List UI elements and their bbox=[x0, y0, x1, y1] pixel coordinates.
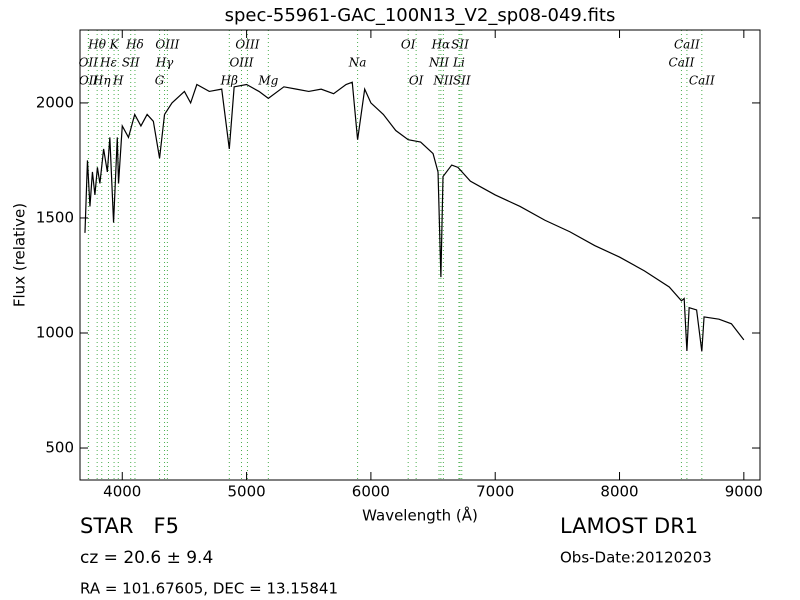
spectral-line-label: OIII bbox=[229, 56, 253, 70]
spectral-line-label: OII bbox=[79, 74, 99, 88]
spectral-line-label: Hδ bbox=[125, 38, 144, 52]
spectral-line-label: Na bbox=[348, 56, 367, 70]
spectral-line-label: CaII bbox=[669, 56, 695, 70]
spectral-line-label: OI bbox=[401, 38, 416, 52]
spectral-line-label: Hε bbox=[99, 56, 117, 70]
survey-label: LAMOST DR1 bbox=[560, 514, 698, 538]
spectral-line-label: Hβ bbox=[220, 74, 238, 88]
coords-label: RA = 101.67605, DEC = 13.15841 bbox=[80, 580, 338, 598]
spectral-line-label: SII bbox=[453, 74, 471, 88]
x-tick-label: 7000 bbox=[476, 483, 514, 501]
x-tick-label: 6000 bbox=[352, 483, 390, 501]
x-tick-label: 9000 bbox=[725, 483, 763, 501]
spectral-line-label: CaII bbox=[674, 38, 700, 52]
spectrum-line bbox=[84, 81, 745, 352]
y-tick-label: 500 bbox=[45, 439, 74, 457]
spectral-line-label: OI bbox=[409, 74, 424, 88]
spectral-line-label: Mg bbox=[257, 74, 278, 88]
spectral-line-label: G bbox=[155, 74, 165, 88]
spectral-line-label: Hα bbox=[431, 38, 451, 52]
plot-frame bbox=[79, 29, 761, 481]
class-label: STAR F5 bbox=[80, 514, 179, 538]
spectral-line-label: NII bbox=[432, 74, 453, 88]
spectral-line-label: Li bbox=[452, 56, 465, 70]
y-tick-label: 1500 bbox=[36, 208, 74, 226]
spectral-line-label: CaII bbox=[689, 74, 715, 88]
x-axis-label: Wavelength (Å) bbox=[362, 506, 478, 525]
y-axis-label: Flux (relative) bbox=[11, 203, 29, 307]
y-tick-label: 2000 bbox=[36, 93, 74, 111]
x-tick-label: 5000 bbox=[227, 483, 265, 501]
spectral-line-label: SII bbox=[122, 56, 140, 70]
chart-title: spec-55961-GAC_100N13_V2_sp08-049.fits bbox=[225, 5, 616, 26]
cz-label: cz = 20.6 ± 9.4 bbox=[80, 548, 213, 568]
spectral-line-label: OIII bbox=[155, 38, 179, 52]
spectral-line-label: Hγ bbox=[155, 56, 174, 70]
y-tick-label: 1000 bbox=[36, 323, 74, 341]
spectral-line-label: K bbox=[109, 38, 120, 52]
spectral-line-label: Hθ bbox=[87, 38, 106, 52]
spectral-line-label: NII bbox=[428, 56, 449, 70]
x-tick-label: 8000 bbox=[600, 483, 638, 501]
spectral-line-label: SII bbox=[451, 38, 469, 52]
spectral-line-label: OIII bbox=[235, 38, 259, 52]
x-tick-label: 4000 bbox=[103, 483, 141, 501]
spectral-line-label: H bbox=[112, 74, 124, 88]
spectral-line-label: Hη bbox=[92, 74, 111, 88]
date-label: Obs-Date:20120203 bbox=[560, 549, 712, 567]
